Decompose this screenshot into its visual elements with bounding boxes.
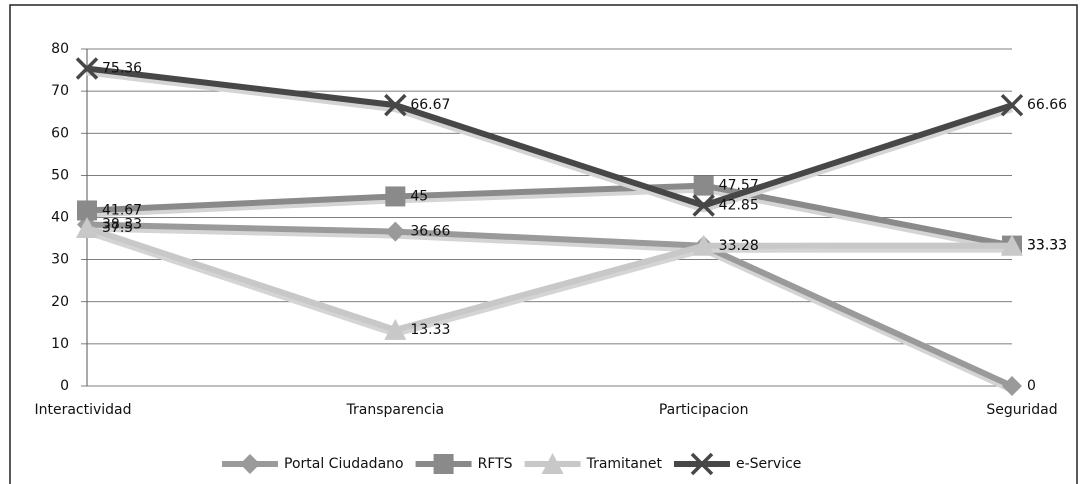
data-label: 36.66 <box>410 224 450 240</box>
y-tick-label: 80 <box>51 41 69 57</box>
line-shadow <box>86 186 1013 253</box>
y-tick-label: 10 <box>51 336 69 352</box>
y-tick-label: 50 <box>51 167 69 183</box>
data-label: 13.33 <box>410 322 450 338</box>
marker <box>693 175 714 196</box>
data-label: 66.67 <box>410 97 450 113</box>
marker <box>385 221 406 242</box>
data-label: 33.28 <box>719 238 759 254</box>
marker <box>1002 376 1022 396</box>
data-label: 38.33 <box>102 217 142 233</box>
x-tick-label: Seguridad <box>986 402 1057 418</box>
series-line <box>86 221 1014 389</box>
x-tick-label: Transparencia <box>346 402 445 418</box>
x-tick-label: Participacion <box>659 402 749 418</box>
line-shadow <box>86 225 1014 393</box>
legend-label: Portal Ciudadano <box>284 456 404 472</box>
marker <box>75 57 99 80</box>
y-tick-label: 20 <box>51 294 69 310</box>
y-tick-label: 30 <box>51 252 69 268</box>
data-label: 42.85 <box>719 197 759 213</box>
y-tick-label: 70 <box>51 83 69 99</box>
marker <box>77 200 97 221</box>
marker <box>1000 93 1024 117</box>
marker <box>240 454 260 474</box>
marker <box>384 93 407 117</box>
marker <box>384 318 407 340</box>
data-label: 66.66 <box>1027 97 1067 113</box>
y-tick-label: 40 <box>51 210 69 226</box>
data-label: 0 <box>1027 378 1036 394</box>
line-shadow <box>86 229 1013 337</box>
legend-label: Tramitanet <box>586 456 663 472</box>
legend-label: e-Service <box>736 456 801 472</box>
data-label: 75.36 <box>102 61 142 77</box>
series-line <box>86 182 1013 249</box>
data-label: 37.5 <box>102 220 133 236</box>
y-tick-label: 60 <box>51 125 69 141</box>
marker <box>385 186 406 207</box>
legend-label: RFTS <box>478 456 513 472</box>
marker <box>692 194 715 217</box>
marker <box>690 452 714 476</box>
data-label: 41.67 <box>102 202 142 218</box>
marker <box>433 454 454 474</box>
line-shadow <box>86 69 1013 213</box>
marker <box>1001 234 1023 256</box>
marker <box>541 453 564 474</box>
series-line <box>86 65 1013 209</box>
data-label: 45 <box>410 188 428 204</box>
data-label: 33.33 <box>1027 238 1067 254</box>
data-label: 33.33 <box>1027 238 1067 254</box>
chart-frame <box>9 4 1078 484</box>
x-tick-label: Interactividad <box>34 402 131 418</box>
marker <box>692 234 715 256</box>
marker <box>76 217 98 239</box>
series-line <box>86 225 1013 333</box>
y-tick-label: 0 <box>60 378 69 394</box>
